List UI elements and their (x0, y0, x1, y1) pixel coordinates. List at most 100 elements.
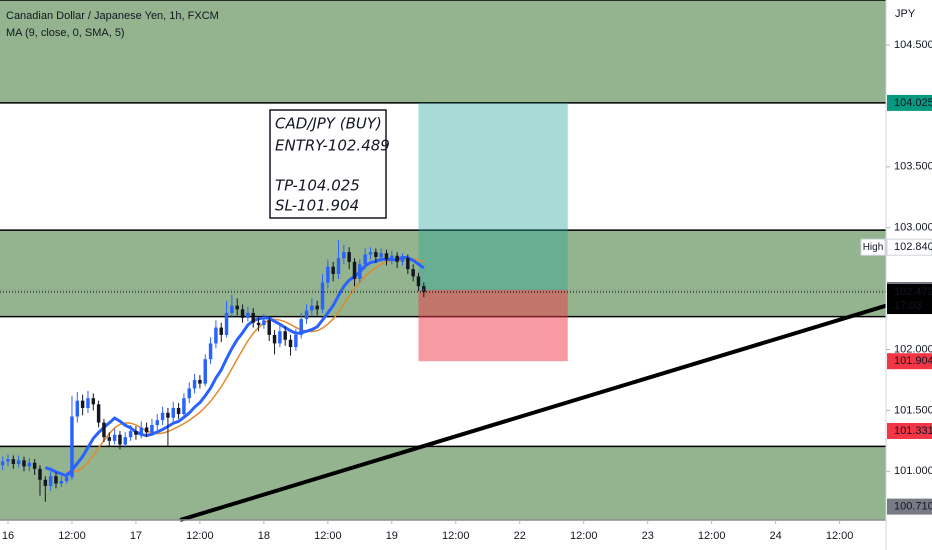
candle-body (0, 461, 5, 466)
candle-body (16, 460, 21, 464)
candle-body (11, 459, 16, 464)
axis-label: JPY (895, 8, 916, 20)
candle-body (123, 437, 128, 445)
candle-body (251, 312, 255, 323)
price-marker (887, 284, 932, 315)
indicator-label: MA (9, close, 0, SMA, 5) (6, 27, 125, 39)
price-marker (887, 498, 932, 515)
candle-body (139, 427, 144, 435)
candle-body (118, 434, 122, 445)
candle-body (347, 252, 351, 262)
candle-body (96, 404, 101, 423)
candle-body (224, 312, 229, 335)
zone (0, 446, 886, 520)
candle-body (48, 476, 53, 486)
candle-body (214, 327, 218, 344)
candle-body (299, 319, 303, 335)
candle-body (6, 459, 10, 462)
x-tick-label: 12:00 (186, 530, 214, 542)
candle-body (70, 416, 74, 478)
candle-body (342, 252, 346, 259)
y-tick-label: 101.000 (894, 465, 932, 477)
candle-body (171, 407, 175, 418)
x-tick-label: 18 (258, 530, 270, 542)
note-line: SL-101.904 (275, 197, 359, 215)
candle-body (395, 255, 399, 262)
candle-body (43, 479, 48, 486)
plot-area (0, 0, 887, 522)
x-tick-label: 12:00 (698, 530, 726, 542)
candle-body (198, 379, 202, 384)
candle-body (38, 468, 42, 480)
candle-body (422, 286, 426, 293)
zone (0, 0, 886, 103)
candle-body (310, 305, 314, 311)
candle-body (54, 476, 58, 484)
candle-body (331, 266, 335, 275)
chart-title: Canadian Dollar / Japanese Yen, 1h, FXCM (6, 10, 219, 22)
candle-body (240, 309, 245, 318)
candle-body (246, 312, 250, 318)
candle-body (336, 258, 341, 275)
candle-body (208, 343, 213, 360)
trendline (179, 303, 887, 522)
candle-body (315, 305, 319, 310)
candle-body (379, 253, 383, 257)
ma-smoothing-line (66, 258, 425, 473)
price-marker-label: 102.472 (894, 286, 932, 298)
candle-body (278, 331, 282, 344)
candle-body (176, 407, 181, 415)
candle-body (358, 264, 362, 279)
x-tick-label: 12:00 (58, 530, 86, 542)
x-tick-label: 22 (514, 530, 526, 542)
candle-body (230, 305, 234, 313)
take-profit-area (418, 102, 568, 290)
candle-body (235, 305, 239, 310)
y-tick-label: 103.000 (894, 222, 932, 234)
x-tick-label: 16 (2, 530, 14, 542)
candle-body (320, 282, 325, 310)
y-tick-label: 101.500 (894, 404, 932, 416)
candle-body (192, 379, 197, 389)
price-marker-tag-label: High (863, 242, 884, 253)
price-marker-tag (860, 238, 886, 256)
x-tick-label: 24 (770, 530, 782, 542)
candle-body (64, 477, 69, 482)
note-frame (269, 109, 387, 219)
x-tick-label: 17 (130, 530, 142, 542)
candle-body (384, 253, 389, 260)
candle-body (262, 320, 266, 326)
candle-body (112, 434, 117, 441)
candle-body (326, 266, 330, 283)
candle-body (203, 359, 207, 384)
candle-body (160, 412, 165, 421)
candle-body (400, 258, 405, 262)
candle-body (411, 269, 415, 277)
note-line: ENTRY-102.489 (275, 137, 390, 155)
candle-body (22, 460, 26, 467)
candle-body (267, 320, 271, 335)
price-marker-label: 101.904 (894, 355, 932, 367)
price-marker-label: 102.840 (894, 241, 932, 253)
candle-body (390, 255, 394, 260)
candle-body (86, 398, 90, 408)
price-marker (886, 238, 932, 256)
price-marker-label: 100.710 (894, 501, 932, 513)
y-tick-label: 102.000 (894, 343, 932, 355)
candle-body (294, 334, 298, 348)
y-tick-label: 103.500 (894, 161, 932, 173)
candle-body (182, 398, 186, 415)
price-marker-time: 17:03 (894, 300, 922, 312)
price-marker (887, 353, 932, 370)
x-tick-label: 12:00 (442, 530, 470, 542)
candle-body (128, 431, 133, 438)
stop-loss-area (418, 289, 568, 362)
candle-body (219, 327, 223, 335)
candle-body (32, 462, 37, 469)
candle-body (272, 334, 277, 344)
y-tick-label: 104.500 (894, 39, 932, 51)
candle-body (374, 252, 378, 257)
candle-body (107, 437, 112, 441)
price-marker (887, 94, 932, 111)
